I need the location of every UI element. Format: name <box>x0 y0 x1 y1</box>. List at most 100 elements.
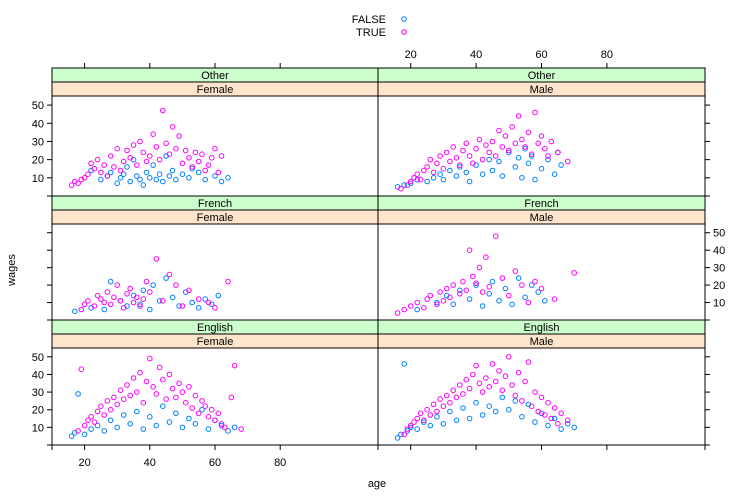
data-point-true <box>499 275 506 281</box>
data-point-true <box>173 145 179 152</box>
data-point-true <box>124 382 130 388</box>
data-point-true <box>176 133 182 139</box>
data-point-true <box>470 371 476 378</box>
data-point-false <box>506 149 512 156</box>
data-point-true <box>85 298 91 304</box>
data-point-true <box>91 419 98 425</box>
data-point-true <box>163 396 169 402</box>
data-point-true <box>117 298 124 304</box>
data-point-false <box>88 426 94 432</box>
data-point-false <box>421 419 427 425</box>
y-tick-label: 50 <box>713 228 725 240</box>
data-point-false <box>107 169 114 176</box>
data-point-true <box>173 282 179 288</box>
data-point-true <box>127 392 133 399</box>
data-point-true <box>499 387 506 394</box>
data-point-true <box>212 417 218 424</box>
data-point-true <box>91 303 98 309</box>
data-point-true <box>407 303 414 309</box>
data-point-false <box>522 294 528 301</box>
data-point-true <box>414 171 421 177</box>
data-point-true <box>473 362 479 369</box>
data-point-true <box>81 175 88 181</box>
data-point-true <box>208 406 215 413</box>
data-point-true <box>153 391 160 397</box>
data-point-true <box>238 426 244 432</box>
data-point-true <box>506 292 512 299</box>
data-point-true <box>414 415 421 422</box>
data-point-true <box>447 158 453 165</box>
data-point-false <box>166 419 173 425</box>
strip-sex-label: Female <box>197 212 234 224</box>
panel-french-male: French Male <box>377 195 706 321</box>
data-point-true <box>492 153 499 159</box>
data-point-false <box>486 291 493 297</box>
data-point-false <box>496 298 502 304</box>
data-point-false <box>117 175 124 181</box>
data-point-true <box>156 156 163 163</box>
data-point-true <box>94 292 101 299</box>
data-point-true <box>551 405 558 411</box>
data-point-true <box>414 299 421 306</box>
data-point-true <box>160 298 166 304</box>
data-point-true <box>437 396 443 402</box>
data-point-true <box>463 287 470 294</box>
data-point-true <box>515 369 522 376</box>
data-point-true <box>166 151 173 157</box>
strip-language-label: English <box>523 322 559 334</box>
data-point-false <box>479 412 486 418</box>
data-point-true <box>94 156 101 163</box>
data-point-false <box>156 171 163 177</box>
data-point-false <box>496 158 502 165</box>
data-point-true <box>509 124 515 130</box>
data-point-true <box>470 273 476 280</box>
data-point-false <box>430 175 437 181</box>
data-point-true <box>205 299 212 306</box>
data-point-false <box>506 406 512 413</box>
data-point-false <box>532 176 538 183</box>
data-point-false <box>499 394 506 401</box>
data-point-true <box>522 144 528 150</box>
data-point-true <box>124 291 130 297</box>
data-point-false <box>512 164 519 170</box>
data-point-true <box>212 145 218 152</box>
data-point-true <box>453 155 460 161</box>
data-point-false <box>525 160 532 167</box>
data-point-true <box>192 149 199 156</box>
data-point-true <box>107 153 114 159</box>
x-axis-label: age <box>368 478 386 490</box>
data-point-true <box>179 160 186 167</box>
data-point-true <box>140 296 147 302</box>
y-tick-label: 10 <box>713 298 725 310</box>
data-point-true <box>483 375 489 381</box>
data-point-false <box>68 433 75 440</box>
data-point-true <box>463 376 470 383</box>
y-tick-label: 30 <box>32 136 44 148</box>
data-point-true <box>486 384 493 390</box>
data-point-true <box>169 124 176 130</box>
strip-language-label: English <box>197 322 233 334</box>
data-point-false <box>147 306 153 313</box>
y-tick-label: 20 <box>713 280 725 292</box>
data-point-true <box>430 169 437 176</box>
data-point-false <box>225 175 231 181</box>
data-point-true <box>78 306 85 313</box>
data-point-true <box>104 289 111 295</box>
data-point-true <box>450 387 457 394</box>
data-point-true <box>443 285 450 292</box>
data-point-false <box>231 424 238 431</box>
data-point-false <box>72 308 78 315</box>
data-point-true <box>150 384 156 390</box>
data-point-true <box>525 359 532 365</box>
panel-other-male: Other Male <box>377 67 706 197</box>
legend-label: TRUE <box>356 27 386 39</box>
data-point-true <box>101 162 107 168</box>
data-point-true <box>101 412 107 418</box>
data-point-false <box>434 414 440 420</box>
data-point-true <box>548 415 555 422</box>
data-point-true <box>137 303 143 309</box>
data-point-false <box>542 298 548 304</box>
data-point-false <box>450 301 457 308</box>
data-point-false <box>457 164 463 170</box>
data-point-false <box>101 306 107 313</box>
